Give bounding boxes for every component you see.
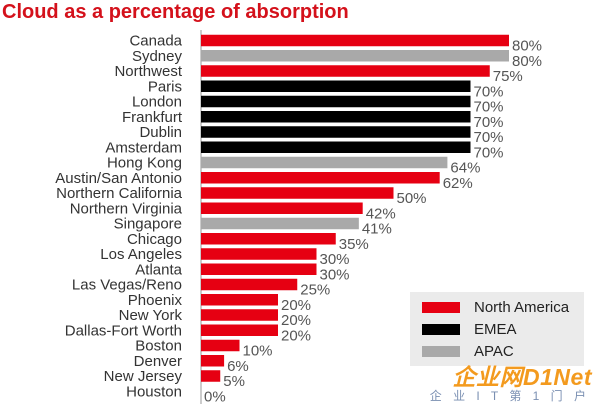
value-label-paris: 70% — [474, 83, 504, 100]
chart-title: Cloud as a percentage of absorption — [2, 1, 349, 23]
legend-label-north-america: North America — [474, 298, 570, 316]
bar-austin-san-antonio — [201, 172, 440, 184]
value-label-chicago: 35% — [339, 236, 369, 253]
value-labels-group: 80%80%75%70%70%70%70%70%64%62%50%42%41%3… — [204, 38, 542, 406]
bar-paris — [201, 80, 471, 92]
bar-phoenix — [201, 294, 278, 306]
value-label-los-angeles: 30% — [320, 251, 350, 268]
category-label-phoenix: Phoenix — [128, 292, 183, 309]
value-label-singapore: 41% — [362, 221, 392, 238]
legend-swatch-emea — [422, 323, 460, 335]
value-label-sydney: 80% — [512, 53, 542, 70]
bar-dublin — [201, 126, 471, 138]
value-label-houston: 0% — [204, 388, 226, 405]
bar-los-angeles — [201, 248, 317, 260]
legend-label-apac: APAC — [474, 342, 514, 360]
value-label-northwest: 75% — [493, 68, 523, 85]
bar-atlanta — [201, 263, 317, 275]
bar-dallas-fort-worth — [201, 324, 278, 336]
category-label-dublin: Dublin — [139, 124, 182, 141]
value-label-dublin: 70% — [474, 129, 504, 146]
category-label-atlanta: Atlanta — [135, 261, 182, 278]
category-label-canada: Canada — [129, 33, 182, 50]
bar-sydney — [201, 50, 509, 62]
category-label-frankfurt: Frankfurt — [122, 109, 183, 126]
bar-denver — [201, 355, 225, 367]
category-label-chicago: Chicago — [127, 231, 182, 248]
category-label-northern-virginia: Northern Virginia — [70, 200, 183, 217]
bar-london — [201, 95, 471, 108]
bar-frankfurt — [201, 111, 471, 123]
category-label-los-angeles: Los Angeles — [100, 246, 182, 263]
bar-northwest — [201, 65, 490, 77]
legend-item-emea: EMEA — [422, 320, 517, 338]
legend-swatch-apac — [422, 345, 460, 357]
category-label-paris: Paris — [148, 78, 182, 95]
category-label-amsterdam: Amsterdam — [105, 139, 182, 156]
legend-item-north-america: North America — [422, 298, 569, 316]
category-label-london: London — [132, 94, 182, 111]
value-label-austin-san-antonio: 62% — [443, 175, 473, 192]
value-label-canada: 80% — [512, 38, 542, 55]
bars-group — [201, 34, 509, 382]
legend-swatch-north-america — [422, 301, 460, 313]
value-label-atlanta: 30% — [320, 266, 350, 283]
value-label-frankfurt: 70% — [474, 114, 504, 131]
category-label-las-vegas-reno: Las Vegas/Reno — [72, 277, 182, 294]
value-label-las-vegas-reno: 25% — [300, 282, 330, 299]
value-label-london: 70% — [474, 99, 504, 116]
legend-item-apac: APAC — [422, 342, 514, 360]
value-label-new-york: 20% — [281, 312, 311, 329]
legend: North America EMEA APAC — [410, 292, 584, 366]
bar-new-york — [201, 309, 278, 321]
category-label-new-jersey: New Jersey — [104, 368, 183, 385]
category-label-dallas-fort-worth: Dallas-Fort Worth — [65, 322, 182, 339]
category-label-boston: Boston — [135, 338, 182, 355]
category-label-northwest: Northwest — [114, 63, 182, 80]
category-label-hong-kong: Hong Kong — [107, 155, 182, 172]
category-label-singapore: Singapore — [114, 216, 182, 233]
value-label-amsterdam: 70% — [474, 144, 504, 161]
bar-singapore — [201, 217, 359, 230]
value-label-dallas-fort-worth: 20% — [281, 327, 311, 344]
bar-chicago — [201, 233, 336, 245]
bar-hong-kong — [201, 156, 448, 169]
bar-canada — [201, 34, 509, 47]
value-label-phoenix: 20% — [281, 297, 311, 314]
value-label-northern-california: 50% — [397, 190, 427, 207]
bar-amsterdam — [201, 141, 471, 153]
value-label-boston: 10% — [243, 343, 273, 360]
category-label-denver: Denver — [134, 353, 182, 370]
watermark-top-text: 企业网D1Net — [452, 364, 592, 390]
legend-label-emea: EMEA — [474, 320, 517, 338]
value-label-northern-virginia: 42% — [366, 205, 396, 222]
bar-northern-california — [201, 187, 394, 199]
value-label-hong-kong: 64% — [450, 160, 480, 177]
category-label-austin-san-antonio: Austin/San Antonio — [55, 170, 182, 187]
category-label-northern-california: Northern California — [56, 185, 183, 202]
bar-boston — [201, 339, 240, 352]
category-label-houston: Houston — [126, 383, 182, 400]
bar-las-vegas-reno — [201, 278, 298, 291]
category-labels-group: CanadaSydneyNorthwestParisLondonFrankfur… — [55, 33, 183, 401]
value-label-new-jersey: 5% — [223, 373, 245, 390]
bar-new-jersey — [201, 370, 221, 382]
watermark-bottom-text: 企 业 I T 第 1 门 户 — [429, 389, 590, 403]
category-label-sydney: Sydney — [132, 48, 183, 65]
value-label-denver: 6% — [227, 358, 249, 375]
category-label-new-york: New York — [119, 307, 183, 324]
bar-northern-virginia — [201, 202, 363, 214]
watermark-logo: 企业网D1Net 企 业 I T 第 1 门 户 — [406, 358, 596, 404]
